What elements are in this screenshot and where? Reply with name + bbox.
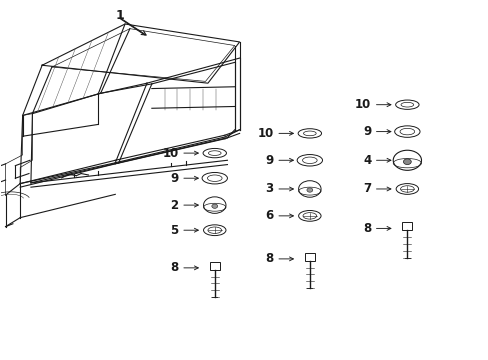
Text: 6: 6 [265, 210, 273, 222]
Text: 5: 5 [170, 224, 178, 237]
Text: 2: 2 [170, 199, 178, 212]
Text: 9: 9 [265, 154, 273, 167]
Text: 10: 10 [354, 98, 370, 111]
Text: 7: 7 [363, 183, 370, 195]
Text: 4: 4 [362, 154, 370, 167]
Ellipse shape [211, 204, 217, 208]
Text: 10: 10 [162, 147, 178, 159]
Text: 8: 8 [265, 252, 273, 265]
Text: 9: 9 [170, 172, 178, 185]
Text: 9: 9 [362, 125, 370, 138]
Ellipse shape [403, 159, 410, 165]
Text: 1: 1 [116, 9, 124, 22]
Text: 8: 8 [362, 222, 370, 235]
Text: 10: 10 [257, 127, 273, 140]
Ellipse shape [306, 188, 312, 192]
Text: 8: 8 [170, 261, 178, 274]
Text: 3: 3 [265, 183, 273, 195]
